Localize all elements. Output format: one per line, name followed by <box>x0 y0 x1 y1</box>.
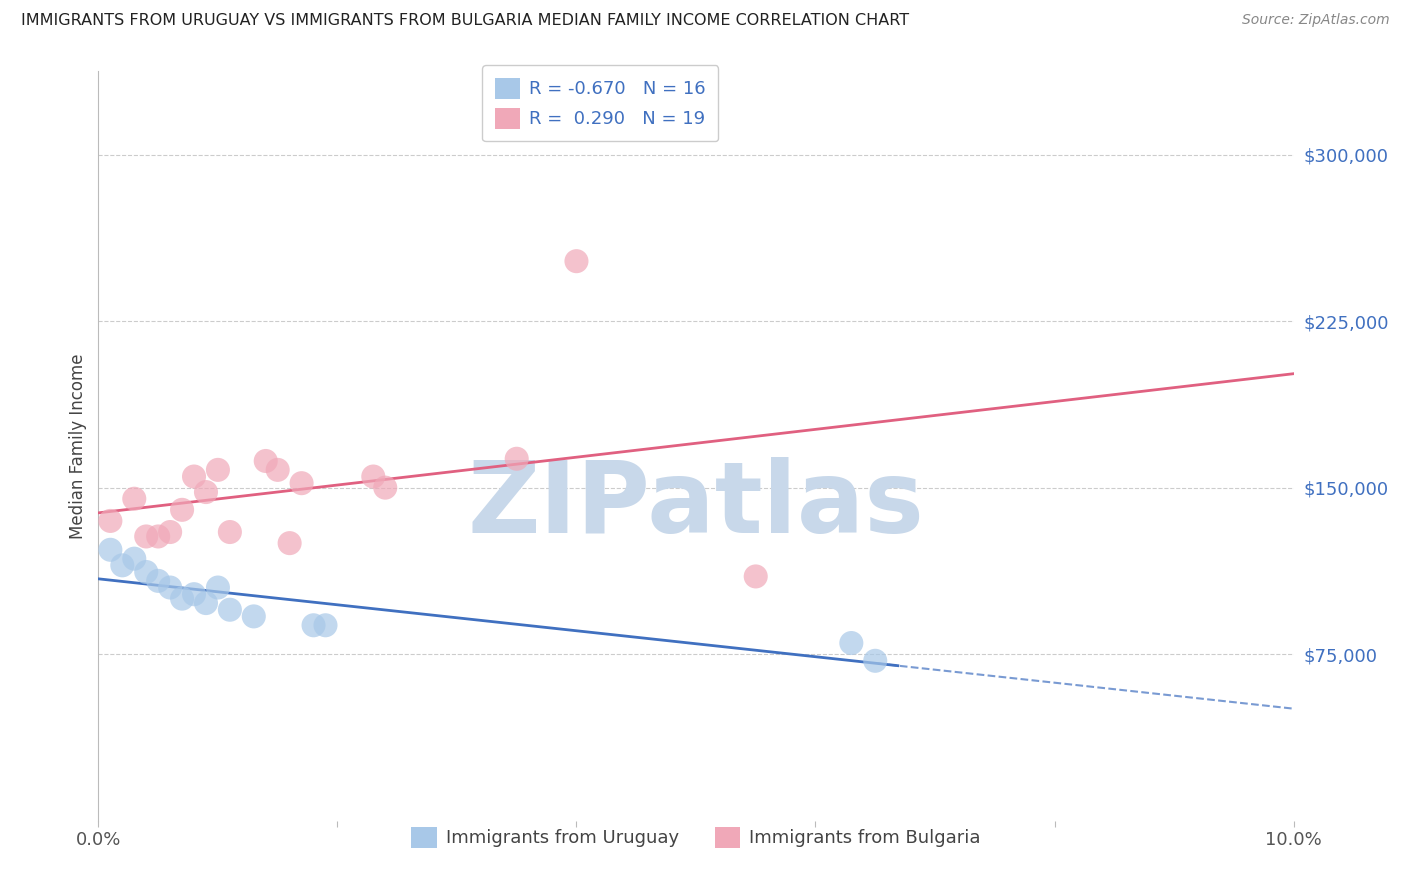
Point <box>135 565 157 579</box>
Point <box>172 503 194 517</box>
Point <box>207 581 229 595</box>
Point <box>865 654 887 668</box>
Point <box>745 569 768 583</box>
Point <box>124 491 146 506</box>
Point <box>111 558 134 573</box>
Point <box>195 596 218 610</box>
Point <box>291 476 314 491</box>
Point <box>183 587 205 601</box>
Legend: Immigrants from Uruguay, Immigrants from Bulgaria: Immigrants from Uruguay, Immigrants from… <box>402 818 990 856</box>
Point <box>374 481 396 495</box>
Point <box>506 451 529 466</box>
Point <box>135 529 157 543</box>
Point <box>148 574 170 588</box>
Point <box>98 514 122 528</box>
Point <box>267 463 290 477</box>
Text: ZIPatlas: ZIPatlas <box>468 458 924 555</box>
Text: Source: ZipAtlas.com: Source: ZipAtlas.com <box>1241 13 1389 28</box>
Point <box>148 529 170 543</box>
Point <box>278 536 301 550</box>
Point <box>159 524 181 539</box>
Point <box>302 618 325 632</box>
Point <box>195 485 218 500</box>
Point <box>159 581 181 595</box>
Point <box>243 609 266 624</box>
Point <box>841 636 863 650</box>
Point <box>254 454 277 468</box>
Point <box>565 254 588 268</box>
Point <box>219 603 242 617</box>
Text: IMMIGRANTS FROM URUGUAY VS IMMIGRANTS FROM BULGARIA MEDIAN FAMILY INCOME CORRELA: IMMIGRANTS FROM URUGUAY VS IMMIGRANTS FR… <box>21 13 910 29</box>
Point <box>219 524 242 539</box>
Y-axis label: Median Family Income: Median Family Income <box>69 353 87 539</box>
Point <box>172 591 194 606</box>
Point <box>363 469 385 483</box>
Point <box>183 469 205 483</box>
Point <box>124 551 146 566</box>
Point <box>207 463 229 477</box>
Point <box>98 542 122 557</box>
Point <box>315 618 337 632</box>
